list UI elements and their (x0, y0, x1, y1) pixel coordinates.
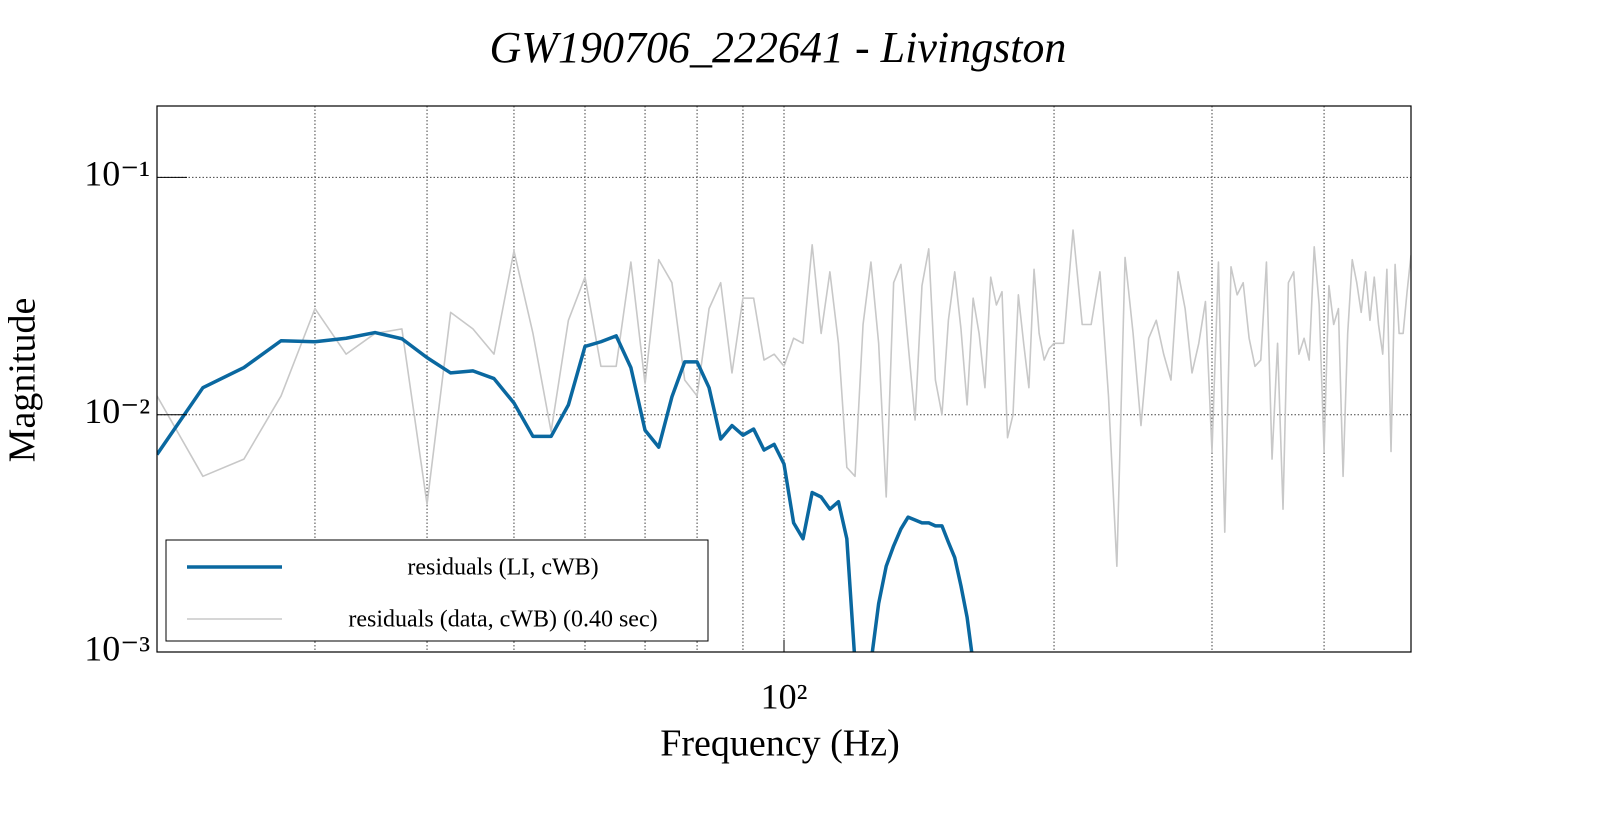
series-line (157, 229, 1411, 567)
y-tick-label: 10⁻² (84, 391, 150, 431)
legend: residuals (LI, cWB) residuals (data, cWB)… (165, 539, 709, 642)
y-tick-label: 10⁻³ (84, 628, 150, 668)
y-axis-label: Magnitude (2, 298, 44, 463)
chart-title: GW190706_222641 - Livingston (490, 23, 1067, 72)
x-tick-label: 10² (761, 676, 808, 716)
series-line (157, 330, 974, 652)
legend-box (165, 539, 709, 642)
x-axis-label: Frequency (Hz) (660, 723, 900, 765)
legend-label: residuals (data, cWB) (0.40 sec) (348, 607, 657, 633)
y-tick-label: 10⁻¹ (84, 154, 150, 194)
legend-label: residuals (LI, cWB) (407, 555, 598, 581)
plot-lines (157, 229, 1411, 652)
